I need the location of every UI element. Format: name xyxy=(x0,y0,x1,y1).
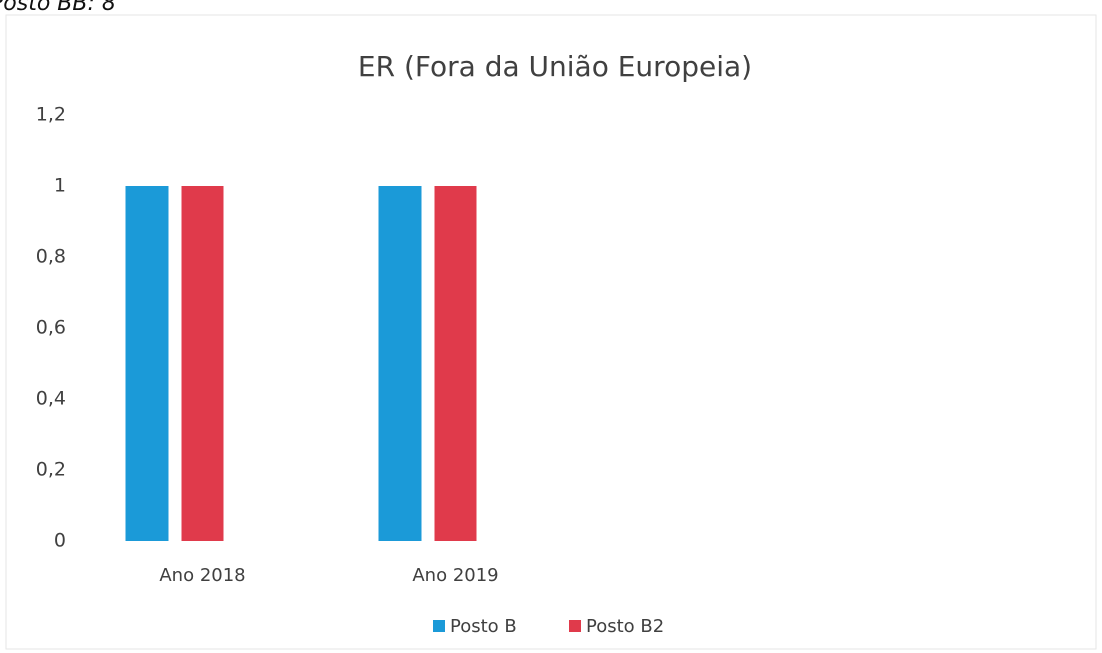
bar xyxy=(125,186,169,541)
x-tick-label: Ano 2019 xyxy=(412,565,498,586)
y-tick-label: 1,2 xyxy=(36,104,66,126)
legend-label: Posto B2 xyxy=(586,616,664,637)
y-tick-label: 0,8 xyxy=(36,246,66,268)
chart-title: ER (Fora da União Europeia) xyxy=(358,50,752,83)
bar xyxy=(434,186,477,541)
legend-swatch xyxy=(433,620,445,632)
y-tick-label: 0,2 xyxy=(36,459,66,481)
x-tick-label: Ano 2018 xyxy=(159,565,245,586)
chart-frame xyxy=(5,14,1097,650)
y-tick-label: 0 xyxy=(54,530,66,552)
bar xyxy=(181,186,224,541)
bar xyxy=(378,186,422,541)
legend-swatch xyxy=(569,620,581,632)
y-tick-label: 0,4 xyxy=(36,388,66,410)
y-tick-label: 1 xyxy=(54,175,66,197)
legend-label: Posto B xyxy=(450,616,517,637)
page-header: Posto BB: 8 xyxy=(0,0,116,16)
y-tick-label: 0,6 xyxy=(36,317,66,339)
